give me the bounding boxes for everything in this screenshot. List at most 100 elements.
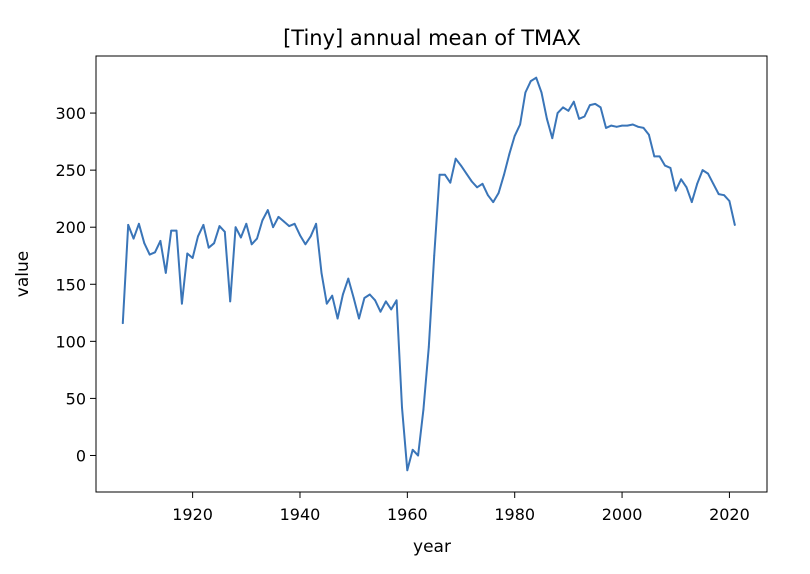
data-point	[261, 219, 264, 222]
data-point	[685, 186, 688, 189]
data-point	[583, 115, 586, 118]
plot-frame	[95, 55, 768, 493]
y-tick-label: 0	[76, 446, 86, 465]
data-point	[245, 222, 248, 225]
data-point	[304, 243, 307, 246]
x-axis: 1920 1940 1960 1980 2000 2020	[172, 492, 750, 524]
data-point	[250, 243, 253, 246]
data-point	[325, 302, 328, 305]
data-point	[213, 242, 216, 245]
data-point	[336, 317, 339, 320]
y-axis: 0 50 100 150 200 250 300	[55, 104, 96, 465]
data-point	[127, 224, 130, 226]
y-axis-label: value	[13, 251, 33, 297]
data-point	[315, 222, 317, 225]
data-point	[411, 448, 414, 451]
x-tick-label: 1980	[494, 505, 535, 524]
data-point	[535, 76, 538, 79]
x-tick-label: 2020	[709, 505, 750, 524]
data-point	[347, 277, 350, 280]
data-point	[277, 216, 280, 218]
data-point	[470, 180, 473, 183]
data-point	[358, 317, 360, 320]
data-point	[175, 229, 178, 232]
data-point	[723, 194, 725, 197]
data-point	[610, 124, 613, 127]
data-point	[320, 272, 323, 274]
series-line-0	[121, 76, 736, 472]
data-point	[427, 346, 430, 348]
y-tick-label: 250	[55, 161, 86, 180]
data-point	[712, 182, 715, 185]
x-tick-label: 1920	[172, 505, 213, 524]
data-point	[449, 181, 452, 184]
data-point	[578, 117, 580, 120]
data-point	[626, 124, 629, 127]
data-point	[229, 300, 232, 303]
data-point	[417, 454, 419, 457]
data-point	[143, 242, 146, 245]
data-point	[653, 155, 656, 158]
data-point	[342, 293, 344, 296]
data-point	[540, 91, 543, 94]
data-point	[637, 125, 640, 128]
data-point	[363, 297, 366, 299]
data-point	[589, 104, 591, 106]
data-point	[422, 408, 425, 411]
data-point	[148, 253, 151, 256]
data-point	[186, 252, 189, 255]
x-axis-label: year	[413, 537, 451, 557]
data-point	[707, 172, 709, 175]
data-point	[481, 182, 484, 185]
data-point	[181, 302, 183, 305]
data-point	[696, 182, 699, 185]
data-point	[513, 135, 516, 137]
data-point	[701, 169, 704, 172]
data-point	[401, 406, 403, 409]
data-point	[352, 297, 355, 299]
data-point	[476, 186, 478, 189]
data-point	[191, 257, 194, 259]
data-point	[497, 192, 500, 194]
data-point	[556, 112, 559, 114]
data-point	[615, 125, 618, 128]
data-point	[159, 240, 162, 242]
data-point	[454, 157, 457, 160]
data-point	[266, 209, 269, 212]
data-point	[272, 226, 274, 229]
data-point	[519, 123, 521, 126]
x-tick-label: 1960	[387, 505, 428, 524]
y-tick-label: 100	[55, 332, 86, 351]
data-point	[658, 155, 661, 158]
data-point	[572, 100, 575, 103]
data-point	[664, 164, 666, 167]
data-point	[717, 193, 720, 196]
data-point	[642, 127, 645, 129]
data-point	[379, 310, 382, 313]
data-point	[218, 225, 221, 228]
data-point	[256, 237, 258, 240]
data-point	[631, 123, 634, 126]
data-point	[121, 322, 124, 324]
data-point	[444, 173, 446, 176]
data-point	[385, 300, 387, 303]
data-point	[154, 251, 156, 254]
data-point	[299, 234, 301, 237]
data-point	[132, 237, 135, 240]
x-tick-label: 1940	[280, 505, 321, 524]
data-point	[331, 294, 334, 297]
data-point	[164, 272, 167, 274]
data-point	[567, 109, 570, 112]
data-point	[562, 106, 564, 109]
data-point	[674, 189, 677, 192]
data-point	[728, 200, 731, 202]
data-point	[283, 220, 285, 223]
data-point	[433, 254, 436, 257]
data-point	[669, 167, 672, 169]
data-point	[288, 225, 291, 228]
data-point	[546, 117, 548, 120]
data-point	[460, 164, 462, 167]
y-tick-label: 200	[55, 218, 86, 237]
data-point	[524, 91, 527, 94]
